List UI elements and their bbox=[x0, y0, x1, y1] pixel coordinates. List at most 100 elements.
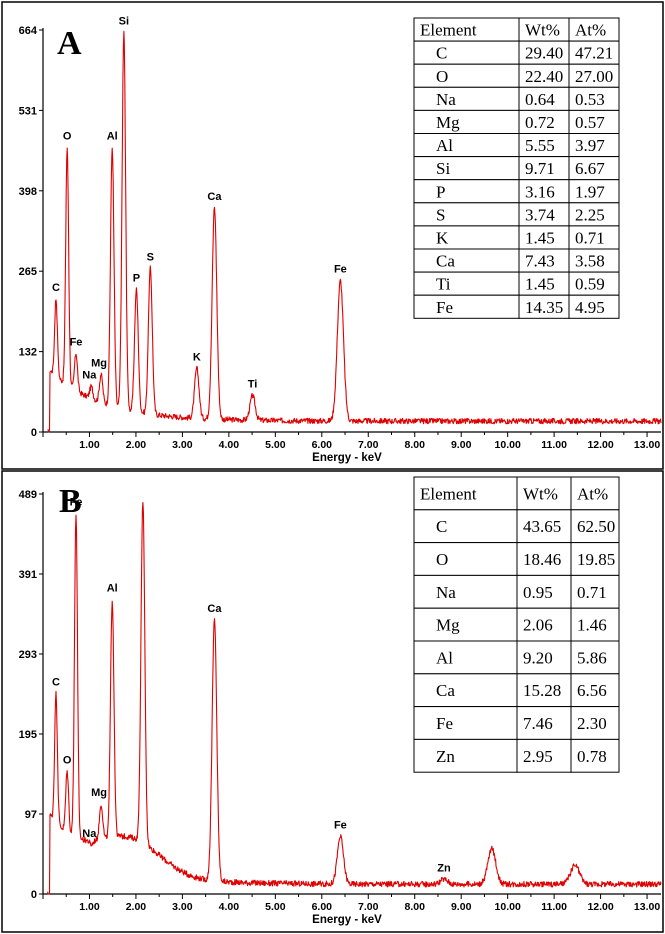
x-tick-label: 10.00 bbox=[495, 901, 521, 913]
table-value: K bbox=[436, 228, 449, 247]
x-tick-label: 13.00 bbox=[634, 901, 660, 913]
table-value: Ca bbox=[436, 252, 455, 271]
table-value: 6.56 bbox=[577, 681, 607, 700]
table-cell bbox=[413, 225, 520, 250]
x-tick-label: 8.00 bbox=[405, 901, 426, 913]
spectrum-line bbox=[47, 501, 662, 895]
peak-label: Al bbox=[107, 583, 118, 595]
table-cell bbox=[570, 738, 620, 773]
peak-label: P bbox=[133, 273, 140, 285]
x-tick-label: 1.00 bbox=[79, 901, 100, 913]
x-tick-label: 13.00 bbox=[634, 439, 660, 451]
table-cell bbox=[516, 574, 572, 609]
table-value: 3.16 bbox=[525, 182, 555, 201]
table-cell bbox=[413, 109, 520, 135]
table-cell bbox=[516, 738, 572, 773]
table-cell bbox=[413, 202, 520, 227]
table-cell bbox=[516, 542, 572, 576]
table-cell bbox=[413, 294, 520, 319]
table-value: 1.97 bbox=[575, 182, 605, 201]
peak-label: O bbox=[63, 130, 72, 142]
table-value: 29.40 bbox=[525, 44, 563, 63]
panel-letter: B bbox=[59, 483, 82, 520]
y-tick-label: 0 bbox=[31, 427, 37, 439]
table-value: 19.85 bbox=[577, 550, 615, 569]
table-value: 3.97 bbox=[575, 136, 605, 155]
table-header: Wt% bbox=[525, 21, 560, 40]
peak-label: Ti bbox=[248, 379, 258, 391]
peak-label: C bbox=[52, 282, 60, 294]
table-cell bbox=[516, 640, 572, 675]
x-tick-label: 11.00 bbox=[541, 901, 567, 913]
table-value: Ca bbox=[436, 681, 455, 700]
table-header: Element bbox=[420, 484, 477, 503]
table-cell bbox=[413, 673, 518, 708]
table-cell bbox=[516, 673, 572, 708]
table-value: 27.00 bbox=[575, 67, 613, 86]
table-value: 3.58 bbox=[575, 252, 605, 271]
panel-border bbox=[1, 470, 664, 933]
table-value: 4.95 bbox=[575, 298, 605, 317]
peak-label: Na bbox=[82, 828, 97, 840]
table-value: 62.50 bbox=[577, 517, 615, 536]
table-cell bbox=[413, 179, 520, 204]
y-tick-label: 0 bbox=[31, 889, 37, 901]
x-tick-label: 9.00 bbox=[451, 439, 472, 451]
table-value: 15.28 bbox=[523, 681, 561, 700]
table-value: 7.46 bbox=[523, 714, 553, 733]
composition-table: Element Wt% At% C 43.65 62.50 O 18.46 19.85 Na 0.9… bbox=[413, 476, 620, 773]
x-tick-label: 7.00 bbox=[358, 901, 379, 913]
x-tick-label: 2.00 bbox=[126, 439, 147, 451]
x-tick-label: 3.00 bbox=[172, 439, 193, 451]
x-tick-label: 5.00 bbox=[265, 439, 286, 451]
table-cell bbox=[570, 673, 620, 708]
table-value: C bbox=[436, 44, 447, 63]
peak-label: Fe bbox=[70, 497, 83, 509]
table-cell bbox=[570, 706, 620, 740]
table-value: 0.71 bbox=[577, 583, 607, 602]
peak-label: S bbox=[147, 252, 154, 264]
composition-table: Element Wt% At% C 29.40 47.21 O 22.40 27.00 Na 0.6… bbox=[413, 17, 620, 319]
table-value: 0.71 bbox=[575, 228, 605, 247]
y-tick-label: 97 bbox=[25, 809, 37, 821]
table-value: Na bbox=[436, 583, 456, 602]
peak-label: Na bbox=[82, 370, 97, 382]
table-value: P bbox=[436, 182, 445, 201]
y-tick-label: 531 bbox=[19, 105, 37, 117]
y-tick-label: 664 bbox=[19, 25, 38, 37]
table-cell bbox=[413, 542, 518, 576]
table-cell bbox=[413, 640, 518, 675]
eds-panel-a: 664 531 398 265 132 0 1.00 2.00 3.00 4.00 5.00 6.00… bbox=[1, 1, 664, 470]
table-header: Element bbox=[420, 21, 477, 40]
x-tick-label: 1.00 bbox=[79, 439, 100, 451]
table-cell bbox=[413, 706, 518, 740]
x-tick-label: 7.00 bbox=[358, 439, 379, 451]
table-value: 0.78 bbox=[577, 747, 607, 766]
table-cell bbox=[413, 738, 518, 773]
x-tick-label: 12.00 bbox=[587, 901, 613, 913]
table-value: S bbox=[436, 205, 445, 224]
table-value: 43.65 bbox=[523, 517, 561, 536]
spectrum-line bbox=[47, 30, 662, 433]
table-value: 7.43 bbox=[525, 252, 555, 271]
table-value: 0.57 bbox=[575, 113, 605, 132]
x-tick-label: 11.00 bbox=[541, 439, 567, 451]
x-tick-label: 4.00 bbox=[219, 439, 240, 451]
x-tick-label: 10.00 bbox=[495, 439, 521, 451]
peak-label: Zn bbox=[437, 862, 451, 874]
table-value: Fe bbox=[436, 298, 453, 317]
peak-label: Fe bbox=[334, 264, 347, 276]
peak-label: Mg bbox=[91, 357, 107, 369]
peak-label: Fe bbox=[70, 336, 83, 348]
table-value: 47.21 bbox=[575, 44, 613, 63]
y-tick-label: 391 bbox=[19, 569, 37, 581]
panel-border bbox=[1, 1, 664, 470]
table-value: O bbox=[436, 550, 448, 569]
x-tick-label: 4.00 bbox=[219, 901, 240, 913]
table-value: Mg bbox=[436, 616, 460, 635]
table-cell bbox=[570, 574, 620, 609]
table-value: 0.64 bbox=[525, 90, 555, 109]
peak-label: Mg bbox=[91, 787, 107, 799]
y-tick-label: 398 bbox=[19, 186, 37, 198]
